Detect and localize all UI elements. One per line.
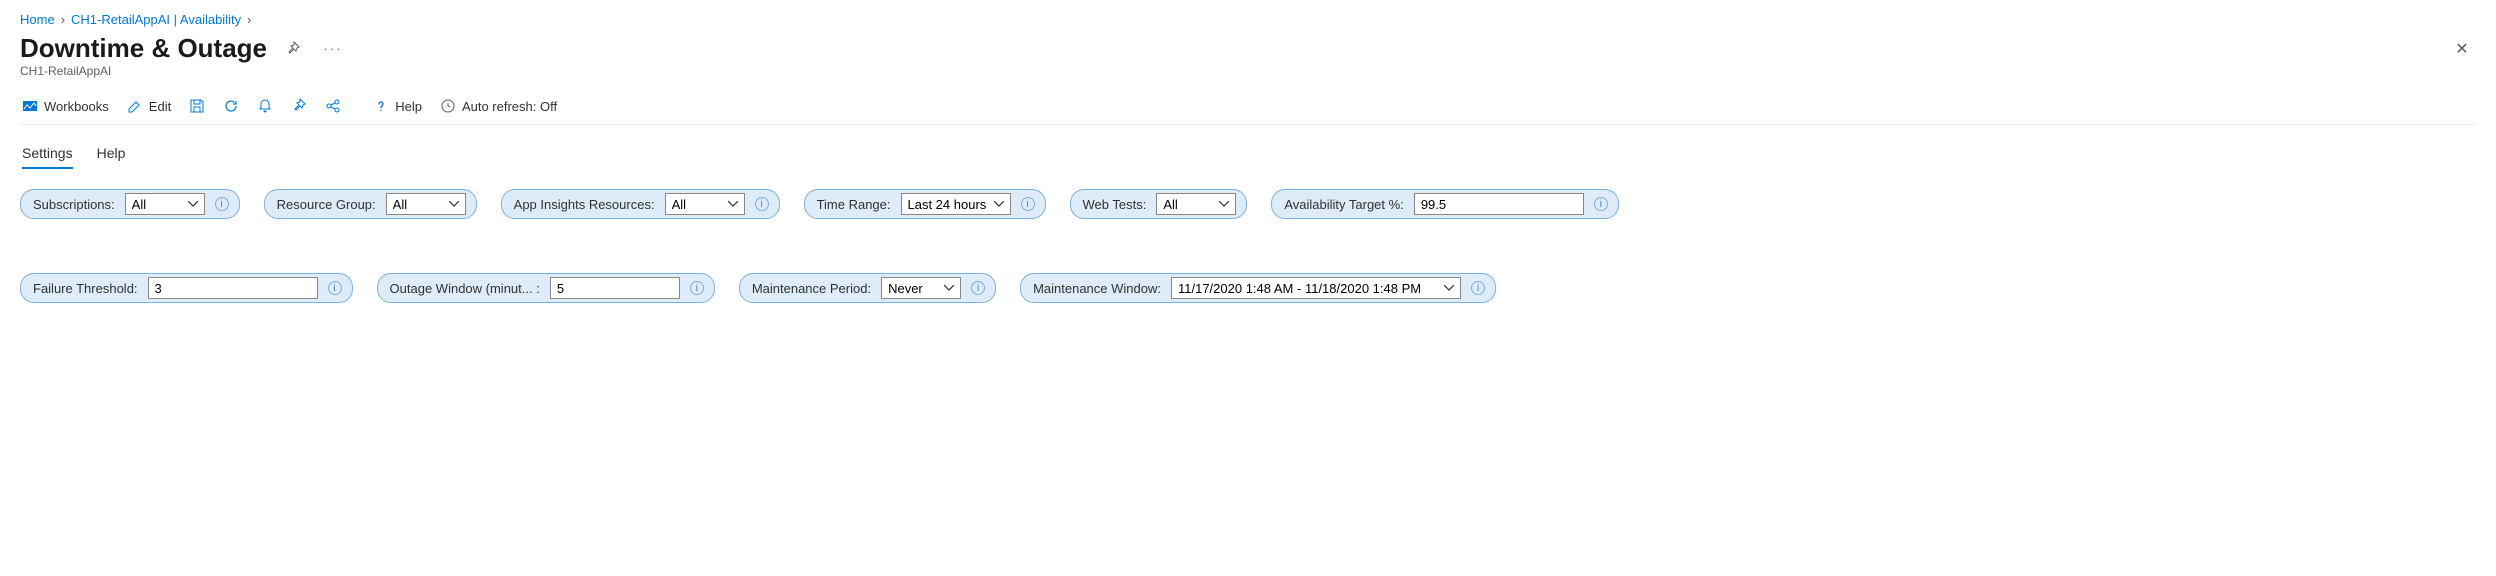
outage-window-label: Outage Window (minut... : <box>390 281 540 296</box>
maintenance-window-select[interactable]: 11/17/2020 1:48 AM - 11/18/2020 1:48 PM <box>1171 277 1461 299</box>
param-availability-target: Availability Target %: i <box>1271 189 1618 219</box>
edit-label: Edit <box>149 99 171 114</box>
subscriptions-select[interactable]: All <box>125 193 205 215</box>
param-maintenance-period: Maintenance Period: Never i <box>739 273 996 303</box>
param-app-insights: App Insights Resources: All i <box>501 189 780 219</box>
breadcrumb-home[interactable]: Home <box>20 12 55 27</box>
param-row-1: Subscriptions: All i Resource Group: All… <box>20 189 2476 219</box>
tabs: Settings Help <box>20 139 2476 169</box>
breadcrumb-parent[interactable]: CH1-RetailAppAI | Availability <box>71 12 241 27</box>
time-range-label: Time Range: <box>817 197 891 212</box>
availability-target-label: Availability Target %: <box>1284 197 1403 212</box>
param-subscriptions: Subscriptions: All i <box>20 189 240 219</box>
info-icon[interactable]: i <box>971 281 985 295</box>
save-icon <box>189 98 205 114</box>
chevron-right-icon: › <box>61 12 65 27</box>
pin-icon[interactable] <box>279 35 307 63</box>
app-insights-label: App Insights Resources: <box>514 197 655 212</box>
workbooks-label: Workbooks <box>44 99 109 114</box>
failure-threshold-input[interactable] <box>148 277 318 299</box>
help-button[interactable]: Help <box>371 96 424 116</box>
share-button[interactable] <box>323 96 343 116</box>
param-resource-group: Resource Group: All <box>264 189 477 219</box>
chevron-right-icon: › <box>247 12 251 27</box>
resource-group-select[interactable]: All <box>386 193 466 215</box>
time-range-select[interactable]: Last 24 hours <box>901 193 1011 215</box>
autorefresh-label: Auto refresh: Off <box>462 99 557 114</box>
maintenance-window-label: Maintenance Window: <box>1033 281 1161 296</box>
info-icon[interactable]: i <box>1471 281 1485 295</box>
pin-toolbar-button[interactable] <box>289 96 309 116</box>
pin-icon <box>291 98 307 114</box>
autorefresh-button[interactable]: Auto refresh: Off <box>438 96 559 116</box>
web-tests-select[interactable]: All <box>1156 193 1236 215</box>
failure-threshold-label: Failure Threshold: <box>33 281 138 296</box>
alert-button[interactable] <box>255 96 275 116</box>
workbook-icon <box>22 98 38 114</box>
tab-settings[interactable]: Settings <box>22 139 73 169</box>
refresh-button[interactable] <box>221 96 241 116</box>
param-row-2: Failure Threshold: i Outage Window (minu… <box>20 273 2476 303</box>
info-icon[interactable]: i <box>215 197 229 211</box>
toolbar: Workbooks Edit Help Auto refresh: Off <box>20 90 2476 125</box>
breadcrumb: Home › CH1-RetailAppAI | Availability › <box>20 12 2476 27</box>
workbooks-button[interactable]: Workbooks <box>20 96 111 116</box>
page-title: Downtime & Outage <box>20 33 267 64</box>
pencil-icon <box>127 98 143 114</box>
close-icon[interactable]: ✕ <box>2448 35 2476 63</box>
page-subtitle: CH1-RetailAppAI <box>20 64 2476 78</box>
app-insights-select[interactable]: All <box>665 193 745 215</box>
maintenance-period-select[interactable]: Never <box>881 277 961 299</box>
param-outage-window: Outage Window (minut... : i <box>377 273 715 303</box>
info-icon[interactable]: i <box>755 197 769 211</box>
edit-button[interactable]: Edit <box>125 96 173 116</box>
resource-group-label: Resource Group: <box>277 197 376 212</box>
outage-window-input[interactable] <box>550 277 680 299</box>
web-tests-label: Web Tests: <box>1083 197 1147 212</box>
refresh-icon <box>223 98 239 114</box>
more-icon[interactable]: ··· <box>319 35 347 63</box>
info-icon[interactable]: i <box>1021 197 1035 211</box>
info-icon[interactable]: i <box>690 281 704 295</box>
help-icon <box>373 98 389 114</box>
clock-icon <box>440 98 456 114</box>
info-icon[interactable]: i <box>328 281 342 295</box>
maintenance-period-label: Maintenance Period: <box>752 281 871 296</box>
param-web-tests: Web Tests: All <box>1070 189 1248 219</box>
info-icon[interactable]: i <box>1594 197 1608 211</box>
help-label: Help <box>395 99 422 114</box>
save-button[interactable] <box>187 96 207 116</box>
param-failure-threshold: Failure Threshold: i <box>20 273 353 303</box>
availability-target-input[interactable] <box>1414 193 1584 215</box>
param-maintenance-window: Maintenance Window: 11/17/2020 1:48 AM -… <box>1020 273 1496 303</box>
bell-icon <box>257 98 273 114</box>
param-time-range: Time Range: Last 24 hours i <box>804 189 1046 219</box>
share-icon <box>325 98 341 114</box>
tab-help[interactable]: Help <box>97 139 126 169</box>
subscriptions-label: Subscriptions: <box>33 197 115 212</box>
